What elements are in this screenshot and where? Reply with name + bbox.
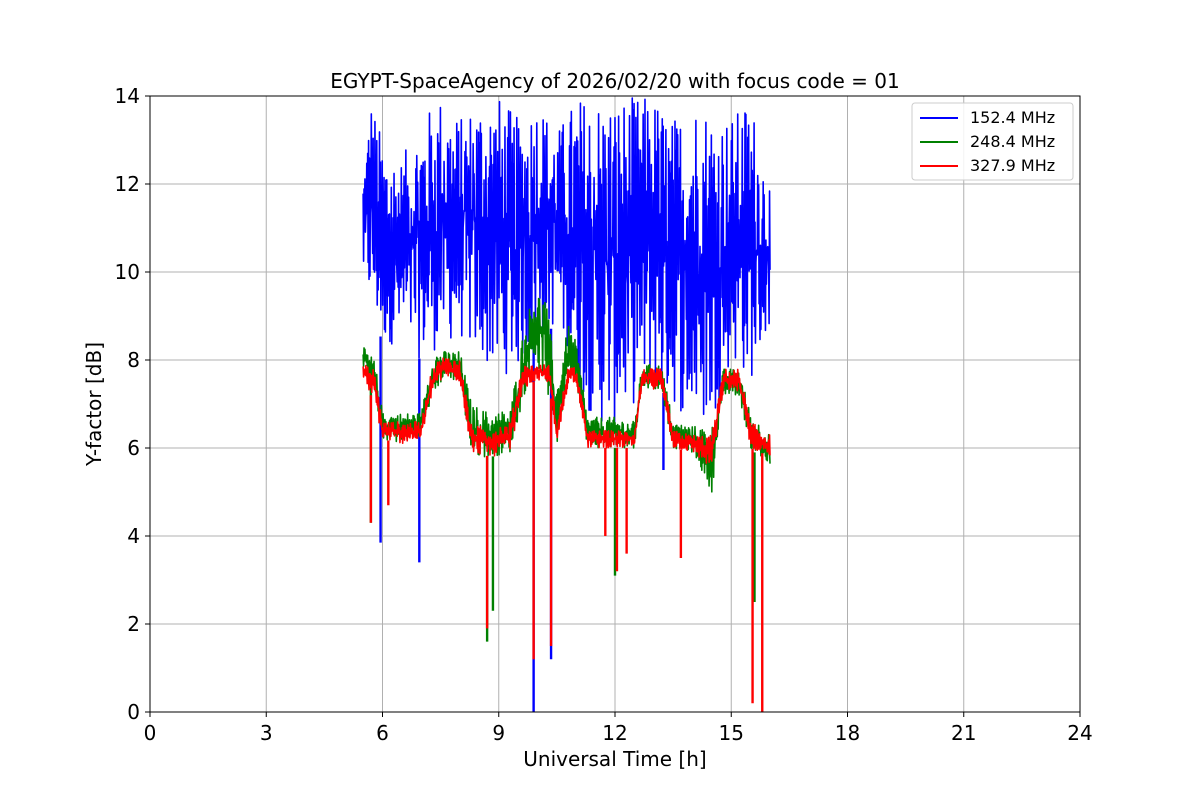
y-tick-label: 12 [115,172,140,196]
legend-box [911,102,1074,181]
x-tick-label: 3 [260,721,273,745]
y-tick-label: 4 [127,524,140,548]
x-tick-label: 9 [492,721,505,745]
chart-title: EGYPT-SpaceAgency of 2026/02/20 with foc… [330,69,899,93]
y-tick-label: 0 [127,700,140,724]
legend-entry: 327.9 MHz [970,156,1055,175]
x-tick-label: 24 [1067,721,1092,745]
series-line-2 [362,357,771,464]
x-tick-label: 12 [602,721,627,745]
legend-entry: 152.4 MHz [970,108,1055,127]
y-tick-label: 6 [127,436,140,460]
series-layer [362,97,771,712]
x-axis-label: Universal Time [h] [523,747,706,771]
x-tick-label: 0 [144,721,157,745]
x-tick-label: 18 [835,721,860,745]
x-tick-label: 21 [951,721,976,745]
x-tick-label: 6 [376,721,389,745]
series-line-0 [362,97,771,423]
y-tick-label: 10 [115,260,140,284]
y-tick-label: 8 [127,348,140,372]
legend-entry: 248.4 MHz [970,132,1055,151]
x-tick-label: 15 [719,721,744,745]
y-tick-label: 2 [127,612,140,636]
y-tick-label: 14 [115,84,140,108]
y-axis-label: Y-factor [dB] [82,342,106,467]
legend: 152.4 MHz 248.4 MHz 327.9 MHz [911,102,1074,181]
